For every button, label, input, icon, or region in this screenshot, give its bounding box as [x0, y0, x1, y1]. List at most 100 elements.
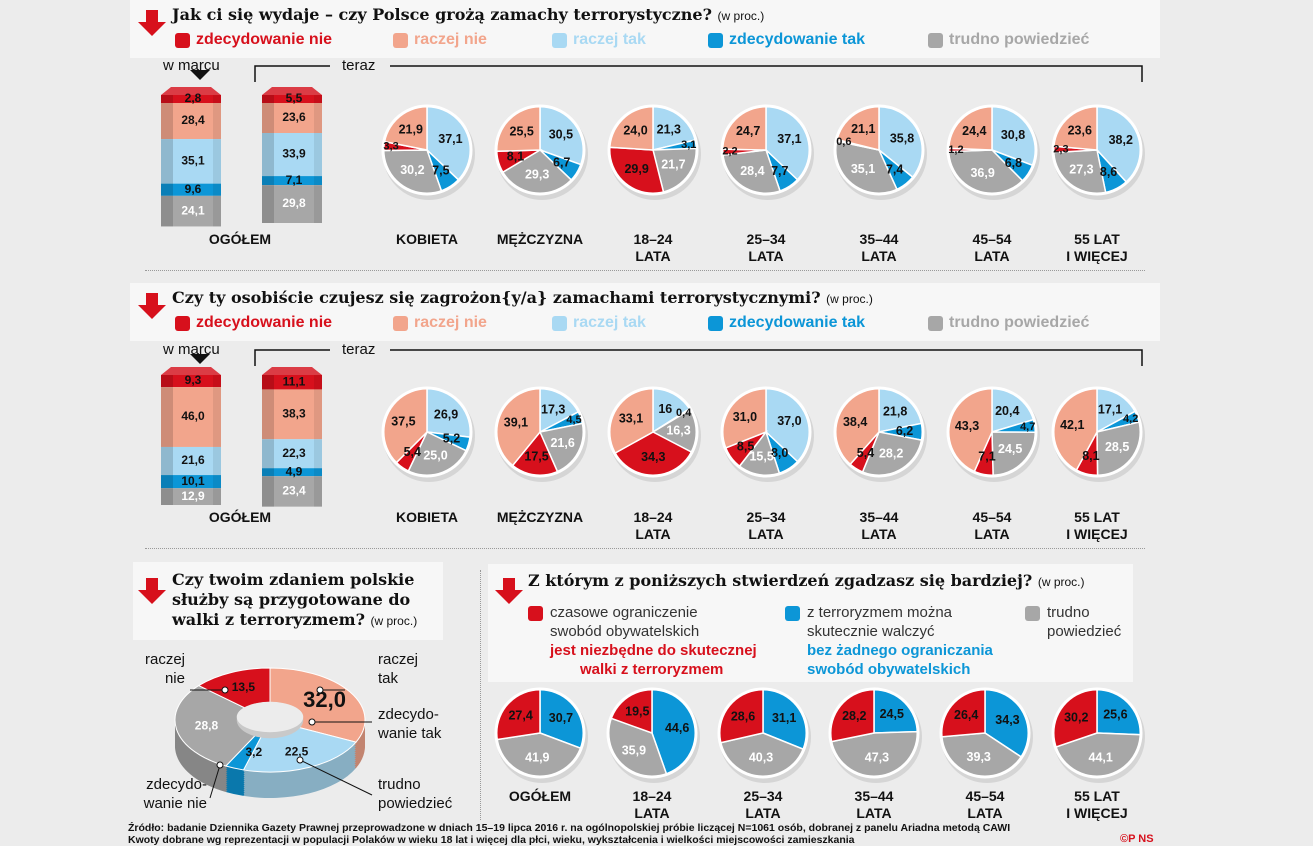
legend-label: trudno powiedzieć	[949, 31, 1090, 48]
pie-4	[833, 104, 927, 200]
donut-value-label: 13,5	[232, 680, 256, 694]
category-label: 45–54	[972, 509, 1012, 525]
pie-value-label: 28,4	[740, 164, 764, 178]
overall-bar-march	[161, 87, 221, 227]
pie-value-label: 39,1	[504, 416, 528, 430]
pie-value-label: 7,4	[886, 162, 903, 176]
legend-item-zdecydowanie-nie: zdecydowanie nie	[175, 31, 332, 49]
bar-value-label: 46,0	[181, 409, 205, 423]
bar-segment	[262, 176, 322, 186]
pie-value-label: 35,1	[851, 162, 875, 176]
pie-value-label: 33,1	[619, 411, 643, 425]
pie-value-label: 25,6	[1103, 708, 1127, 722]
pie-value-label: 17,1	[1098, 402, 1122, 416]
category-label: LATA	[748, 526, 784, 542]
pie-value-label: 38,2	[1109, 133, 1133, 147]
pie-value-label: 42,1	[1060, 418, 1084, 432]
q2-title: Czy ty osobiście czujesz się zagrożon{y/…	[172, 288, 873, 307]
bar-value-label: 38,3	[282, 406, 306, 420]
bar-value-label: 35,1	[181, 154, 205, 168]
bar-segment	[262, 95, 322, 103]
label-march: w marcu	[163, 341, 220, 358]
pie-value-label: 30,5	[549, 128, 573, 142]
category-label: LATA	[861, 248, 897, 264]
pie-value-label: 40,3	[749, 751, 773, 765]
legend-label: raczej nie	[414, 31, 487, 48]
pie-2	[607, 104, 701, 200]
bar-segment	[161, 375, 221, 388]
overall-bar-now	[262, 87, 322, 224]
bar-segment	[161, 95, 221, 103]
pie-0	[381, 104, 475, 200]
bar-segment	[262, 439, 322, 469]
bar-value-label: 24,1	[181, 203, 205, 217]
donut-slice-label: zdecydo-wanie tak	[378, 706, 442, 742]
bar-value-label: 29,8	[282, 196, 306, 210]
pie-5	[946, 104, 1040, 200]
q4-pie-0	[494, 687, 588, 783]
down-arrow-icon	[138, 10, 166, 36]
pie-value-label: 2,2	[722, 146, 737, 158]
donut-chart	[174, 667, 366, 798]
panel-q4-header	[488, 564, 1133, 682]
pie-value-label: 30,2	[400, 163, 424, 177]
pie-5	[946, 386, 1040, 482]
pie-value-label: 6,2	[896, 424, 913, 438]
bar-value-label: 9,6	[185, 182, 202, 196]
pie-value-label: 44,6	[665, 721, 689, 735]
legend-swatch	[708, 315, 723, 331]
pie-value-label: 28,6	[731, 709, 755, 723]
legend-swatch	[393, 315, 408, 331]
legend-item-raczej-tak: raczej tak	[552, 31, 646, 49]
legend-label: zdecydowanie tak	[729, 314, 866, 331]
legend-label: zdecydowanie nie	[196, 31, 333, 48]
category-label: 25–34	[746, 231, 786, 247]
divider	[145, 270, 1145, 271]
pie-value-label: 38,4	[843, 415, 867, 429]
category-label: KOBIETA	[396, 509, 458, 525]
category-label: 18–24	[632, 788, 672, 804]
pie-2	[607, 386, 701, 482]
legend-swatch	[1025, 606, 1040, 621]
category-label: LATA	[974, 248, 1010, 264]
bar-value-label: 33,9	[282, 147, 306, 161]
pie-value-label: 35,9	[622, 743, 646, 757]
now-bracket	[254, 65, 1143, 82]
pie-value-label: 24,7	[736, 124, 760, 138]
q4-pie-1	[606, 687, 700, 783]
category-label: 25–34	[746, 509, 786, 525]
legend-swatch	[552, 315, 567, 331]
now-bracket	[254, 349, 1143, 366]
legend-swatch	[928, 315, 943, 331]
pie-value-label: 25,0	[423, 448, 447, 462]
donut-value-label: 28,8	[195, 719, 219, 733]
q3-title: Czy twoim zdaniem polskie służby są przy…	[172, 570, 418, 629]
legend-item-zdecydowanie-tak: zdecydowanie tak	[708, 314, 865, 332]
bar-segment	[262, 389, 322, 440]
pie-value-label: 5,2	[443, 431, 460, 445]
pie-value-label: 2,3	[1053, 143, 1068, 155]
legend-item-trudno: trudno powiedzieć	[928, 31, 1089, 49]
divider	[145, 548, 1145, 549]
legend-label: z terroryzmem można	[807, 604, 953, 621]
category-label: MĘŻCZYZNA	[496, 509, 584, 525]
donut-slice-label: raczej nie	[144, 651, 185, 687]
pie-value-label: 6,8	[1005, 156, 1022, 170]
panel-q3-header	[133, 562, 443, 640]
category-label: LATA	[635, 248, 671, 264]
pie-value-label: 30,2	[1064, 710, 1088, 724]
category-label: 55 LAT	[1074, 788, 1120, 804]
pie-value-label: 26,4	[954, 708, 978, 722]
pie-value-label: 21,3	[657, 122, 681, 136]
category-label: OGÓŁEM	[508, 788, 572, 804]
legend-swatch	[785, 606, 800, 621]
label-now: teraz	[342, 341, 376, 358]
source-note: Źródło: badanie Dziennika Gazety Prawnej…	[128, 822, 1011, 834]
legend-swatch	[528, 606, 543, 621]
pie-value-label: 25,5	[510, 125, 534, 139]
legend-item-zdecydowanie-nie: zdecydowanie nie	[175, 314, 332, 332]
legend-swatch	[393, 32, 408, 48]
category-label: LATA	[974, 526, 1010, 542]
bar-segment	[161, 183, 221, 196]
leader-line	[299, 759, 373, 796]
